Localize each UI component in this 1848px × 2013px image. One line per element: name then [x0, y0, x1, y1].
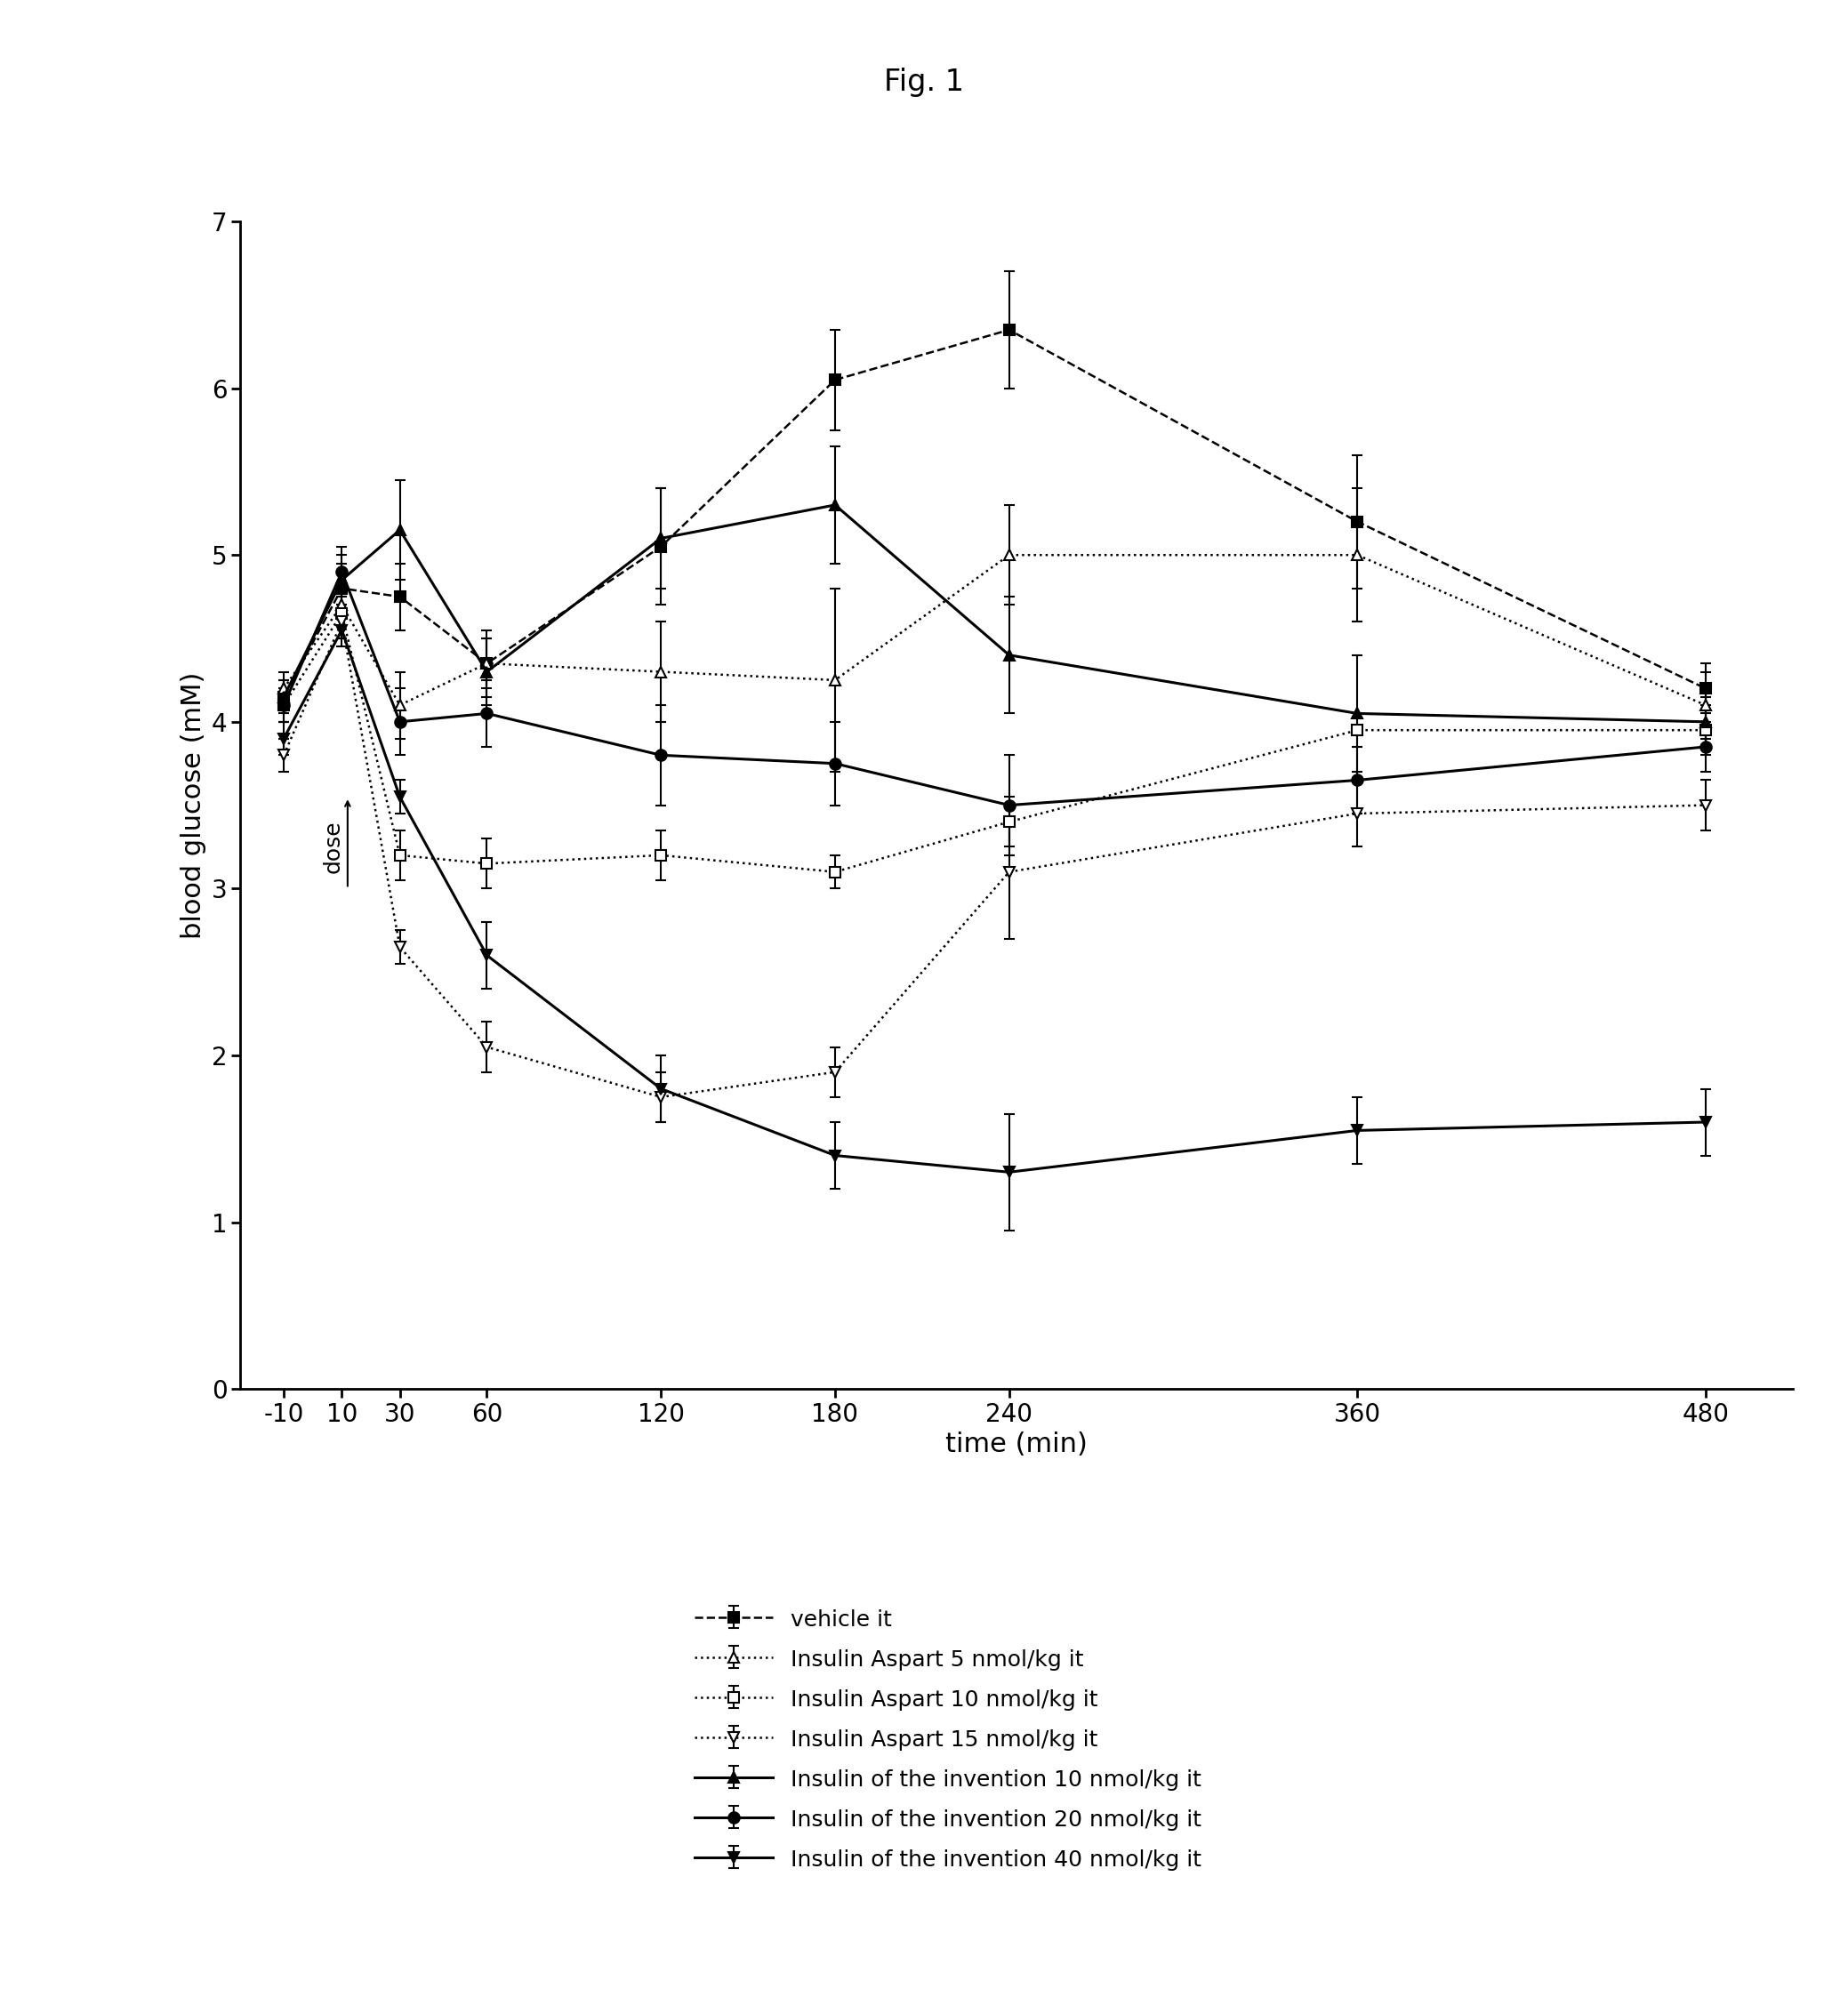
Text: Fig. 1: Fig. 1 [883, 68, 965, 97]
X-axis label: time (min): time (min) [946, 1431, 1087, 1457]
Y-axis label: blood glucose (mM): blood glucose (mM) [181, 672, 207, 938]
Legend: vehicle it, Insulin Aspart 5 nmol/kg it, Insulin Aspart 10 nmol/kg it, Insulin A: vehicle it, Insulin Aspart 5 nmol/kg it,… [686, 1598, 1210, 1880]
Text: dose: dose [322, 821, 344, 874]
